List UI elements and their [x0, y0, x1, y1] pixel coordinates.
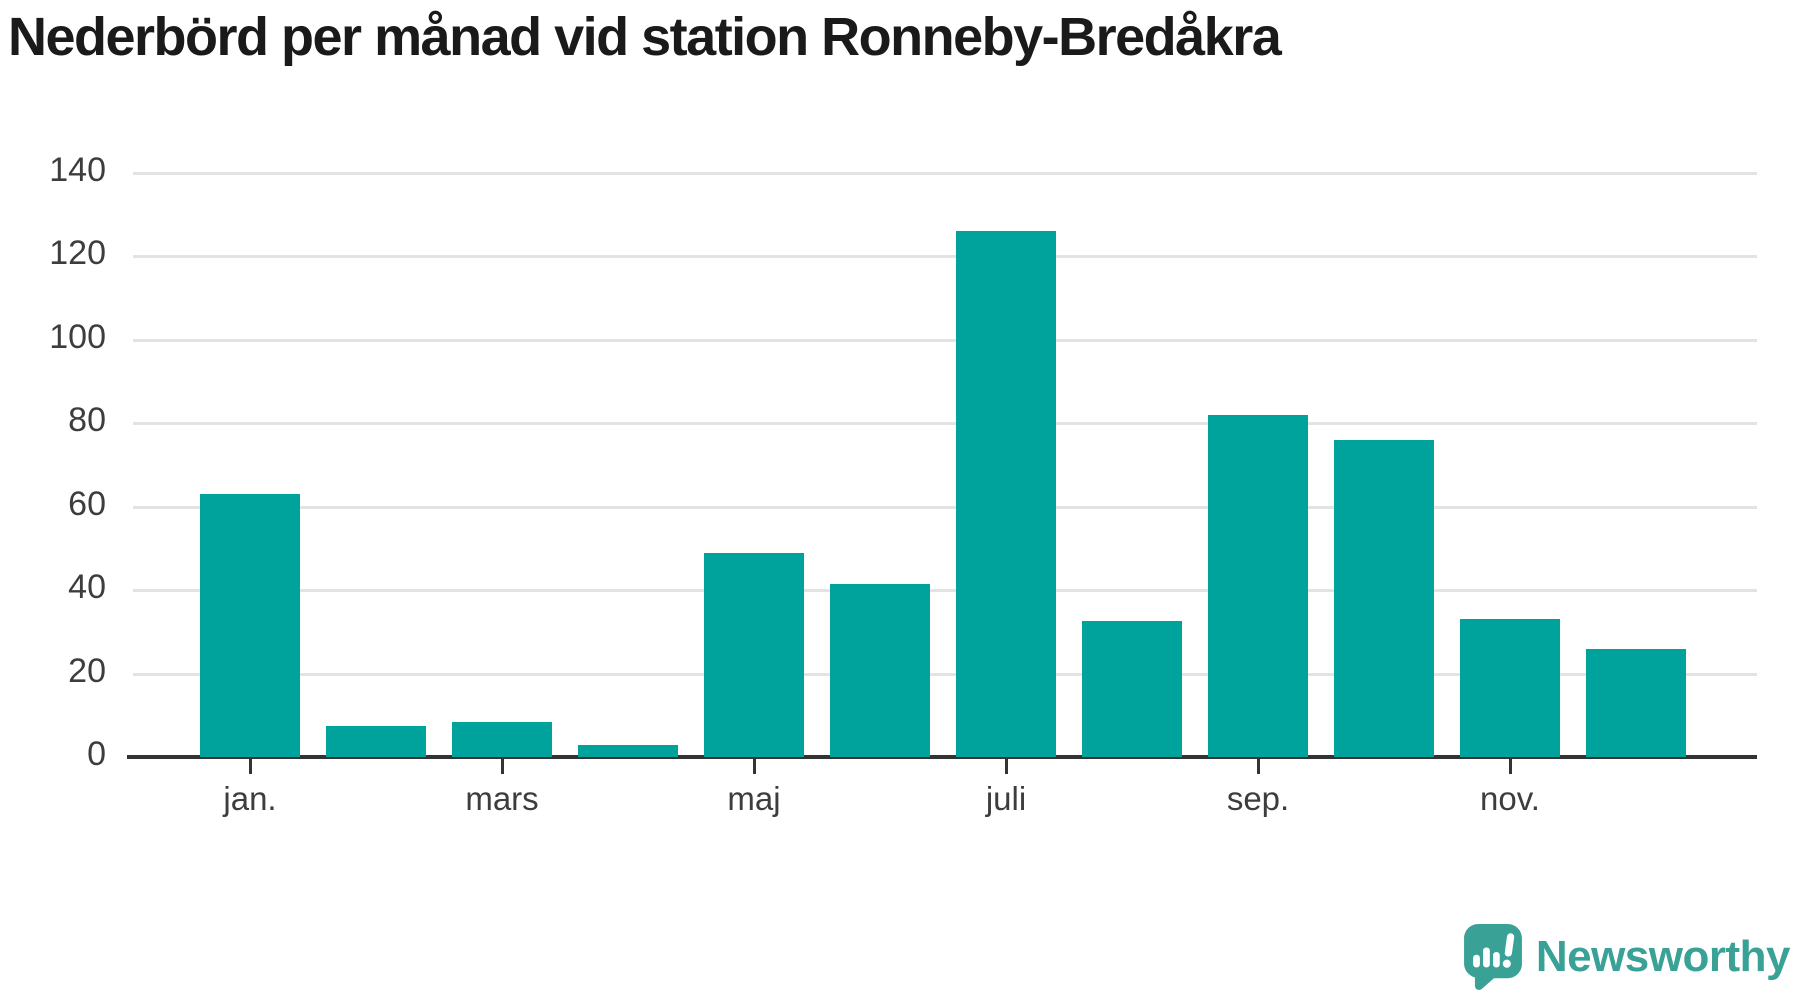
y-tick-label: 140	[49, 151, 106, 189]
x-tick-label-nov.: nov.	[1480, 780, 1540, 817]
x-tick	[752, 759, 756, 774]
x-tick	[500, 759, 504, 774]
plot-area: 0 20 40 60 80 100 120 140 jan. mars maj juli sep. nov…	[49, 151, 1757, 817]
y-tick-label: 100	[49, 317, 106, 356]
gridline-y-80	[133, 422, 1757, 426]
bar-jan.	[200, 494, 300, 757]
bar-juli	[956, 231, 1056, 757]
x-tick	[1256, 759, 1260, 774]
bar-dec.	[1586, 648, 1686, 757]
bar-sep.	[1208, 414, 1308, 757]
y-tick-label: 80	[68, 401, 106, 440]
bar-juni	[830, 583, 930, 757]
gridline-y-120	[133, 255, 1757, 259]
gridline-y-100	[133, 338, 1757, 342]
bar-maj	[704, 552, 804, 757]
bar-okt.	[1334, 439, 1434, 757]
gridline-y-40	[133, 589, 1757, 593]
x-tick	[1004, 759, 1008, 774]
newsworthy-logo: Newsworthy	[1463, 924, 1791, 990]
x-tick	[1508, 759, 1512, 774]
bar-nov.	[1460, 619, 1560, 757]
newsworthy-wordmark: Newsworthy	[1535, 932, 1791, 981]
gridline-y-140	[133, 172, 1757, 175]
x-axis-line	[127, 755, 1757, 759]
x-tick-label-mars: mars	[465, 780, 539, 817]
gridline-y-20	[133, 672, 1757, 676]
y-tick-label: 20	[68, 651, 106, 690]
bar-aug.	[1082, 621, 1182, 757]
x-tick-label-juli: juli	[985, 780, 1027, 817]
bar-mars	[452, 721, 552, 757]
x-tick-label-maj: maj	[727, 780, 781, 817]
gridline-y-60	[133, 505, 1757, 509]
x-tick-label-jan.: jan.	[223, 780, 277, 817]
y-tick-label: 120	[49, 234, 106, 273]
bar-apr.	[578, 744, 678, 757]
bar-feb.	[326, 725, 426, 757]
x-tick-label-sep.: sep.	[1226, 780, 1290, 817]
x-tick	[248, 759, 252, 774]
y-tick-label: 0	[87, 735, 106, 773]
newsworthy-speech-bubble-bar-chart-icon	[1463, 924, 1522, 990]
y-tick-label: 40	[68, 568, 106, 607]
y-tick-label: 60	[68, 484, 106, 523]
chart-title: Nederbörd per månad vid station Ronneby-…	[8, 7, 1282, 67]
